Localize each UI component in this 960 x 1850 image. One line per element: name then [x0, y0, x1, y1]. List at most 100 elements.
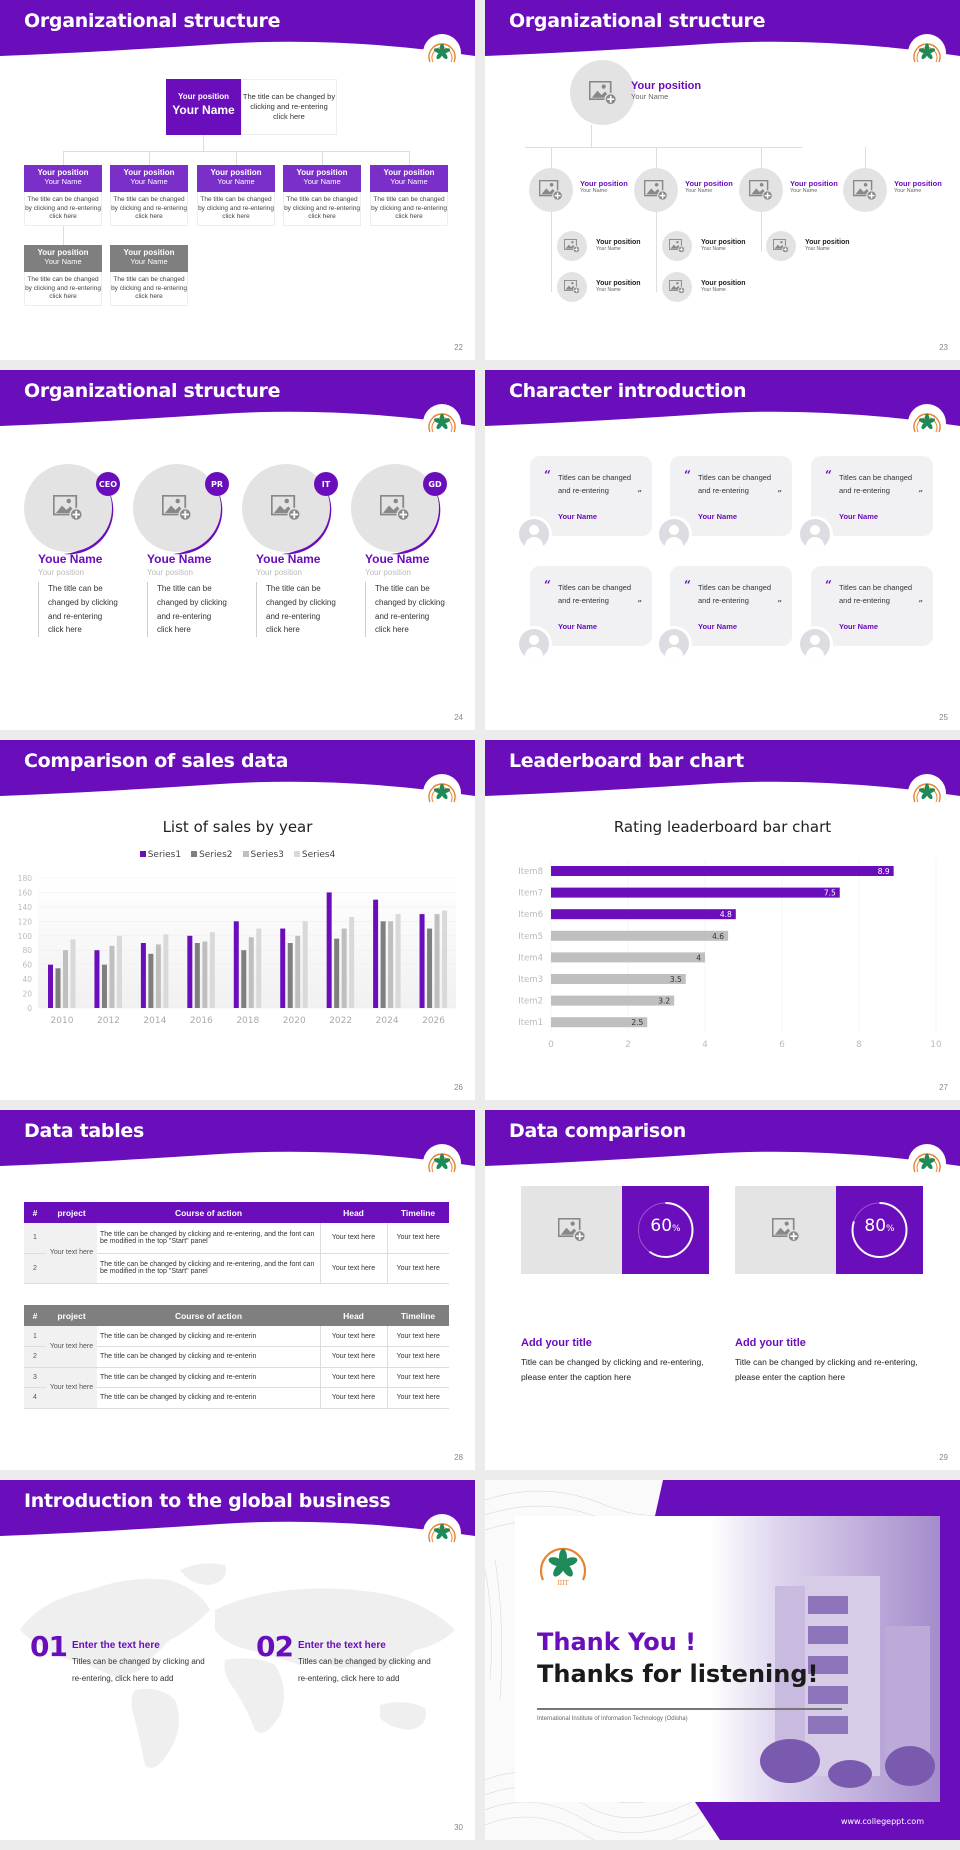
photo-placeholder[interactable]	[739, 168, 783, 212]
slide-24[interactable]: Organizational structure CEO Youe Name Y…	[0, 370, 475, 730]
svg-text:Item6: Item6	[518, 910, 543, 920]
role-badge: IT	[314, 472, 338, 496]
row-number: 1	[24, 1326, 46, 1347]
table-header: Timeline	[400, 1310, 436, 1321]
slide-27[interactable]: Leaderboard bar chart Rating leaderboard…	[485, 740, 960, 1100]
name-label: Your Name	[685, 188, 713, 194]
row-number: 4	[24, 1387, 46, 1409]
org-box[interactable]: Your position Your Name The title can be …	[24, 165, 102, 226]
photo-placeholder[interactable]	[662, 272, 692, 302]
node-label: Your position Your Name	[805, 239, 850, 252]
position-label: Your position	[123, 168, 175, 177]
quote-card[interactable]: “ Titles can be changed and re-entering …	[530, 456, 652, 536]
quote-text: Titles can be changed and re-entering	[558, 583, 632, 605]
svg-text:3.5: 3.5	[670, 975, 682, 984]
photo-placeholder[interactable]	[662, 231, 692, 261]
svg-text:2.5: 2.5	[631, 1018, 643, 1027]
org-box[interactable]: Your position Your Name The title can be …	[110, 165, 188, 226]
website-link[interactable]: www.collegeppt.com	[840, 1817, 924, 1826]
connector-line	[865, 147, 866, 169]
chart-title: Rating leaderboard bar chart	[613, 818, 832, 836]
photo-placeholder[interactable]	[766, 231, 796, 261]
slide-28[interactable]: Data tables # project Course of action Head…	[0, 1110, 475, 1470]
slide-26[interactable]: Comparison of sales data List of sales b…	[0, 740, 475, 1100]
quote-card[interactable]: “ Titles can be changed and re-entering …	[530, 566, 652, 646]
head-cell: Your text here	[319, 1367, 387, 1388]
svg-text:Item7: Item7	[518, 889, 543, 899]
quote-open-icon: “	[684, 468, 691, 482]
photo-placeholder[interactable]	[529, 168, 573, 212]
photo-placeholder[interactable]: CEO	[24, 464, 120, 558]
slide-25[interactable]: Character introduction “ Titles can be c…	[485, 370, 960, 730]
table-header: Timeline	[400, 1207, 436, 1218]
org-top-box[interactable]: Your position Your Name	[166, 79, 241, 135]
thank-you-card: IIIT Thank You ! Thanks for listening! I…	[515, 1516, 940, 1802]
org-box[interactable]: Your position Your Name The title can be …	[24, 245, 102, 306]
svg-text:3.2: 3.2	[658, 997, 670, 1006]
table-header: Head	[343, 1207, 364, 1218]
org-box[interactable]: Your position Your Name The title can be …	[110, 245, 188, 306]
org-box[interactable]: Your position Your Name The title can be …	[370, 165, 448, 226]
quote-card[interactable]: “ Titles can be changed and re-entering …	[670, 566, 792, 646]
slide-header: Comparison of sales data	[0, 740, 475, 800]
photo-placeholder[interactable]	[570, 60, 635, 125]
photo-placeholder[interactable]	[843, 168, 887, 212]
position-label: Your position	[296, 168, 348, 177]
svg-text:Item3: Item3	[518, 975, 543, 985]
person-description: The title can be changed by clicking and…	[256, 582, 338, 638]
person-description: The title can be changed by clicking and…	[365, 582, 447, 638]
svg-text:2010: 2010	[51, 1016, 74, 1026]
action-cell: The title can be changed by clicking and…	[97, 1367, 320, 1388]
org-box[interactable]: Your position Your Name The title can be …	[283, 165, 361, 226]
org-top-description: The title can be changed by clicking and…	[241, 79, 337, 135]
slide-23[interactable]: Organizational structure Your position Yo…	[485, 0, 960, 360]
connector-line	[761, 212, 762, 252]
quote-card[interactable]: “ Titles can be changed and re-entering …	[670, 456, 792, 536]
head-cell: Your text here	[319, 1223, 387, 1254]
slide-30[interactable]: Introduction to the global business 01 E…	[0, 1480, 475, 1840]
item-description: Titles can be changed by clicking and re…	[72, 1657, 205, 1683]
slide-22[interactable]: Organizational structure Your position Y…	[0, 0, 475, 360]
quote-text: Titles can be changed and re-entering	[839, 583, 913, 605]
position-label: Your position	[37, 248, 89, 257]
table-header: #	[32, 1207, 38, 1218]
photo-placeholder[interactable]: IT	[242, 464, 338, 558]
slide-header: Organizational structure	[0, 0, 475, 60]
name-label: Your Name	[894, 188, 922, 194]
svg-text:Item2: Item2	[518, 997, 543, 1007]
quote-text: Titles can be changed and re-entering	[698, 473, 772, 495]
org-box[interactable]: Your position Your Name The title can be …	[197, 165, 275, 226]
photo-placeholder[interactable]	[557, 272, 587, 302]
photo-placeholder[interactable]: GD	[351, 464, 447, 558]
divider	[537, 1708, 842, 1710]
photo-placeholder[interactable]: PR	[133, 464, 229, 558]
name-label: Your Name	[390, 177, 428, 186]
photo-placeholder[interactable]	[557, 231, 587, 261]
slide-31[interactable]: IIIT Thank You ! Thanks for listening! I…	[485, 1480, 960, 1840]
page-number: 24	[454, 713, 463, 722]
svg-text:4.8: 4.8	[720, 910, 732, 919]
name-label: Your Name	[580, 188, 608, 194]
slide-title: Comparison of sales data	[24, 750, 289, 772]
row-number: 2	[24, 1253, 46, 1284]
photo-placeholder[interactable]	[735, 1186, 836, 1274]
slide-29[interactable]: Data comparison 60% Add your title Title…	[485, 1110, 960, 1470]
photo-placeholder[interactable]	[634, 168, 678, 212]
quote-open-icon: “	[825, 468, 832, 482]
photo-placeholder[interactable]	[521, 1186, 622, 1274]
slide-header: Data comparison	[485, 1110, 960, 1170]
quote-card[interactable]: “ Titles can be changed and re-entering …	[811, 456, 933, 536]
project-cell: Your text here	[46, 1367, 97, 1409]
action-cell: The title can be changed by clicking and…	[97, 1346, 320, 1368]
comparison-card: 60%	[521, 1186, 709, 1274]
org-box-description: The title can be changed by clicking and…	[24, 192, 102, 226]
percent-value: 80	[864, 1216, 887, 1236]
head-cell: Your text here	[319, 1326, 387, 1347]
svg-text:4: 4	[702, 1040, 708, 1050]
quote-card[interactable]: “ Titles can be changed and re-entering …	[811, 566, 933, 646]
quote-text: Titles can be changed and re-entering	[698, 583, 772, 605]
quote-close-icon: ”	[918, 488, 923, 498]
node-label: Your position Your Name	[596, 280, 641, 293]
avatar-icon	[656, 516, 692, 552]
project-cell: Your text here	[46, 1326, 97, 1368]
